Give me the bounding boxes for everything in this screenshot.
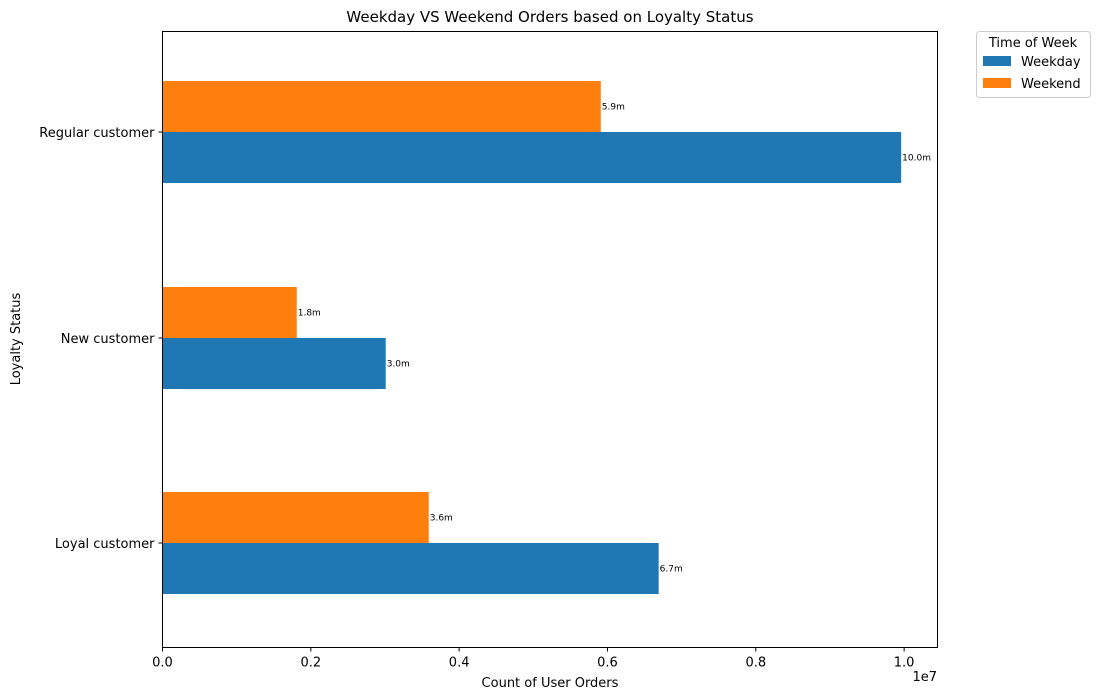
legend-label-weekend: Weekend — [1021, 77, 1081, 92]
bar-label: 1.8m — [298, 309, 321, 319]
bar-label: 3.0m — [387, 360, 410, 370]
bar-weekend-loyal-customer — [162, 492, 429, 543]
y-axis-title: Loyalty Status — [9, 292, 24, 385]
legend-swatch-weekday — [983, 56, 1011, 66]
bar-label: 10.0m — [902, 154, 931, 164]
bar-weekday-loyal-customer — [162, 543, 659, 594]
x-offset-label: 1e7 — [912, 670, 937, 685]
bar-weekday-new-customer — [162, 338, 386, 389]
y-tick-label: Loyal customer — [55, 537, 155, 552]
x-tick-label: 0.6 — [597, 656, 618, 671]
x-tick-label: 0.0 — [152, 656, 173, 671]
bar-weekend-regular-customer — [162, 81, 601, 132]
y-tick-label: Regular customer — [39, 126, 155, 141]
x-axis-title: Count of User Orders — [482, 676, 619, 691]
legend-title: Time of Week — [988, 36, 1078, 51]
legend-swatch-weekend — [983, 78, 1011, 88]
bar-label: 6.7m — [660, 565, 683, 575]
bar-label: 3.6m — [430, 514, 453, 524]
legend: Time of Week Weekday Weekend — [976, 31, 1091, 98]
x-tick-label: 1.0 — [894, 656, 915, 671]
x-tick-label: 0.8 — [745, 656, 766, 671]
bar-weekend-new-customer — [162, 287, 297, 338]
x-tick-label: 0.4 — [449, 656, 470, 671]
plot-area: 6.7m 3.6m 3.0m 1.8m 10.0m 5.9m — [162, 81, 931, 594]
x-tick-label: 0.2 — [300, 656, 321, 671]
plot-frame — [162, 31, 938, 648]
chart-title: Weekday VS Weekend Orders based on Loyal… — [346, 8, 753, 26]
y-tick-label: New customer — [61, 332, 155, 347]
bar-label: 5.9m — [602, 103, 625, 113]
legend-label-weekday: Weekday — [1021, 55, 1081, 70]
bar-weekday-regular-customer — [162, 132, 902, 183]
